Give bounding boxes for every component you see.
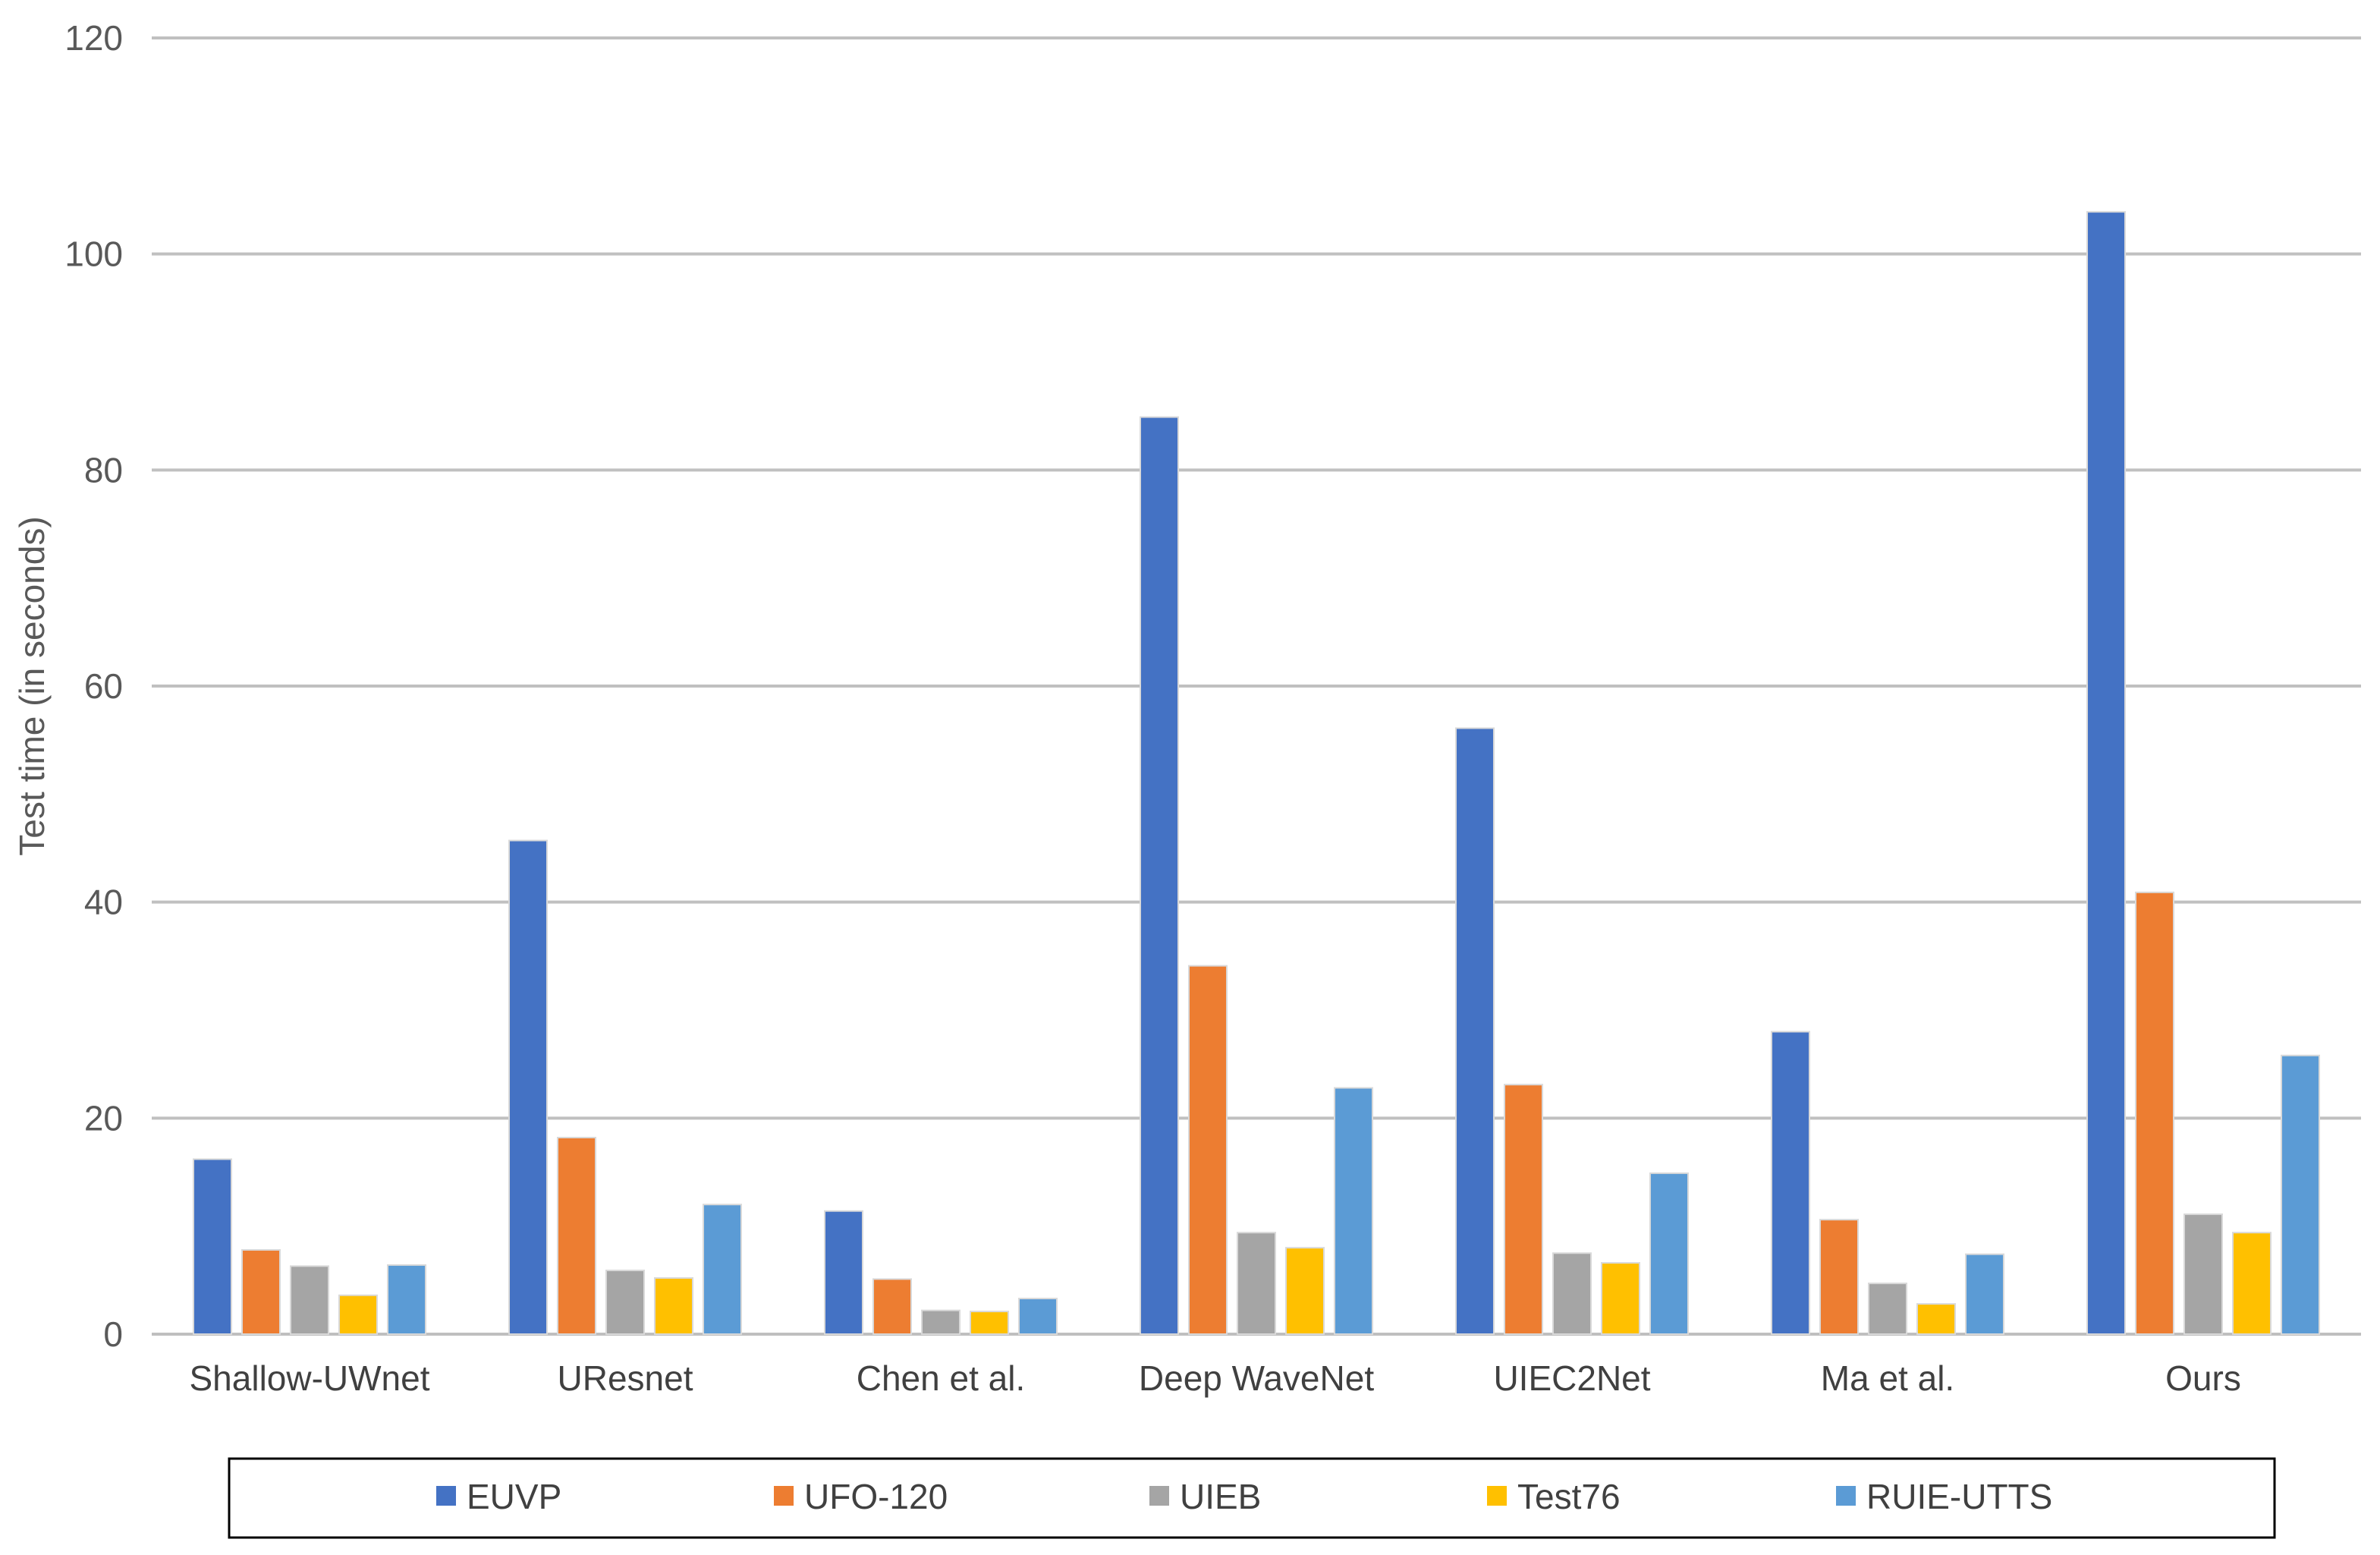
bar bbox=[1455, 727, 1495, 1335]
y-tick-label: 40 bbox=[84, 883, 123, 922]
bar bbox=[1771, 1031, 1810, 1335]
bar bbox=[1916, 1303, 1956, 1335]
bar bbox=[1285, 1247, 1325, 1335]
bar bbox=[2281, 1054, 2320, 1336]
gridlines bbox=[152, 36, 2361, 1336]
legend-label: UFO-120 bbox=[804, 1477, 948, 1516]
bar bbox=[387, 1264, 426, 1335]
bar bbox=[1819, 1219, 1859, 1336]
x-tick-label: Shallow-UWnet bbox=[190, 1358, 430, 1398]
bar bbox=[703, 1204, 742, 1335]
bar bbox=[1018, 1298, 1058, 1336]
bar bbox=[970, 1311, 1009, 1335]
legend: EUVP UFO-120 UIEB Test76 RUIE-UTTS bbox=[228, 1457, 2276, 1539]
bar bbox=[2232, 1232, 2272, 1335]
y-axis-ticks: 0 20 40 60 80 100 120 bbox=[64, 18, 123, 1354]
bar bbox=[1188, 965, 1228, 1335]
bar bbox=[2184, 1213, 2223, 1336]
legend-label: RUIE-UTTS bbox=[1866, 1477, 2052, 1516]
x-tick-label: UResnet bbox=[558, 1358, 693, 1398]
bar bbox=[1237, 1232, 1276, 1335]
y-tick-label: 0 bbox=[103, 1314, 123, 1354]
bar bbox=[654, 1276, 693, 1336]
bar bbox=[2086, 211, 2126, 1336]
legend-label: UIEB bbox=[1180, 1477, 1261, 1516]
bar bbox=[1504, 1084, 1543, 1335]
x-axis-ticks: Shallow-UWnet UResnet Chen et al. Deep Wave… bbox=[190, 1358, 2241, 1398]
bars bbox=[193, 211, 2320, 1336]
legend-swatch bbox=[774, 1486, 794, 1506]
x-tick-label: UIEC2Net bbox=[1493, 1358, 1650, 1398]
x-tick-label: Ma et al. bbox=[1821, 1358, 1954, 1398]
y-tick-label: 20 bbox=[84, 1098, 123, 1138]
legend-label: EUVP bbox=[467, 1477, 561, 1516]
y-tick-label: 100 bbox=[64, 235, 123, 274]
bar bbox=[605, 1270, 645, 1335]
y-tick-label: 80 bbox=[84, 450, 123, 489]
y-tick-label: 60 bbox=[84, 666, 123, 706]
legend-swatch bbox=[1836, 1486, 1856, 1506]
y-tick-label: 120 bbox=[64, 18, 123, 58]
legend-swatch bbox=[436, 1486, 456, 1506]
bar bbox=[1649, 1172, 1689, 1335]
bar bbox=[1552, 1252, 1592, 1335]
legend-swatch bbox=[1487, 1486, 1507, 1506]
bar bbox=[338, 1294, 378, 1336]
bar bbox=[508, 839, 548, 1335]
bar bbox=[1601, 1262, 1640, 1336]
bar bbox=[557, 1136, 596, 1336]
legend-label: Test76 bbox=[1517, 1477, 1621, 1516]
legend-box bbox=[228, 1457, 2276, 1539]
y-axis-label: Test time (in seconds) bbox=[12, 516, 52, 855]
legend-swatch bbox=[1149, 1486, 1169, 1506]
bar bbox=[1965, 1253, 2004, 1336]
bar bbox=[921, 1309, 960, 1335]
x-tick-label: Ours bbox=[2165, 1358, 2241, 1398]
bar bbox=[290, 1265, 329, 1335]
x-tick-label: Chen et al. bbox=[857, 1358, 1025, 1398]
bar bbox=[1140, 416, 1179, 1336]
bar bbox=[1868, 1283, 1907, 1336]
bar bbox=[872, 1278, 912, 1336]
bar bbox=[1334, 1087, 1373, 1335]
x-tick-label: Deep WaveNet bbox=[1139, 1358, 1374, 1398]
bar bbox=[824, 1210, 863, 1335]
bar bbox=[241, 1248, 281, 1335]
bar bbox=[2135, 891, 2174, 1335]
bar bbox=[193, 1158, 232, 1336]
